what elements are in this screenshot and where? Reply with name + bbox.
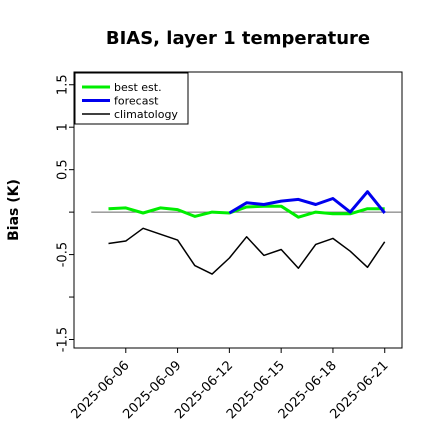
y-axis-label: Bias (K) <box>6 179 22 241</box>
legend-label: best est. <box>114 81 162 94</box>
chart-title: BIAS, layer 1 temperature <box>106 28 370 49</box>
plot-area <box>73 71 403 349</box>
y-tick-label: -0.5 <box>56 242 71 267</box>
axes: -1.5-0.50.511.52025-06-062025-06-092025-… <box>56 74 392 422</box>
y-tick-label: 1 <box>56 123 71 131</box>
legend-box <box>74 72 189 125</box>
series-line-climatology <box>108 227 386 275</box>
y-tick-label: 1.5 <box>56 74 71 95</box>
y-tick-label: -1.5 <box>56 327 71 352</box>
legend-label: climatology <box>114 108 178 121</box>
y-tick-label: 0.5 <box>56 159 71 180</box>
series-line-forecast <box>228 190 386 215</box>
legend-label: forecast <box>114 95 159 108</box>
series-lines <box>108 190 386 275</box>
series-line-best-est <box>108 204 385 219</box>
